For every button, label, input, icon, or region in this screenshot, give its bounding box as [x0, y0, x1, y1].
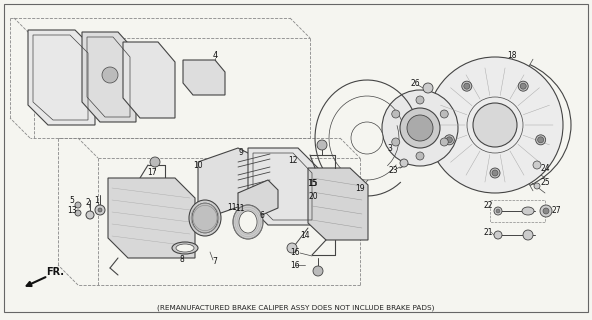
- Text: 24: 24: [540, 164, 550, 172]
- Circle shape: [446, 137, 452, 143]
- Text: 23: 23: [388, 165, 398, 174]
- Text: 25: 25: [540, 178, 550, 187]
- Text: 5: 5: [70, 196, 75, 204]
- Polygon shape: [183, 60, 225, 95]
- Text: 4: 4: [213, 51, 218, 60]
- Circle shape: [75, 202, 81, 208]
- Text: 21: 21: [483, 228, 493, 236]
- Text: 16: 16: [290, 247, 300, 257]
- Circle shape: [494, 231, 502, 239]
- Text: 14: 14: [300, 230, 310, 239]
- Polygon shape: [82, 32, 136, 122]
- FancyBboxPatch shape: [4, 4, 588, 312]
- Circle shape: [464, 83, 470, 89]
- Circle shape: [86, 211, 94, 219]
- Circle shape: [473, 103, 517, 147]
- Polygon shape: [248, 148, 318, 225]
- Circle shape: [538, 137, 543, 143]
- Circle shape: [423, 83, 433, 93]
- Text: 18: 18: [507, 51, 517, 60]
- Circle shape: [496, 209, 500, 213]
- Circle shape: [400, 159, 408, 167]
- Ellipse shape: [192, 203, 218, 233]
- Text: 7: 7: [213, 258, 217, 267]
- Circle shape: [382, 90, 458, 166]
- Circle shape: [416, 96, 424, 104]
- Circle shape: [536, 135, 546, 145]
- Text: 8: 8: [179, 255, 184, 265]
- Text: 10: 10: [193, 161, 203, 170]
- Circle shape: [523, 230, 533, 240]
- Text: 26: 26: [410, 78, 420, 87]
- Ellipse shape: [233, 205, 263, 239]
- Circle shape: [543, 208, 549, 214]
- Text: 9: 9: [239, 148, 243, 156]
- Circle shape: [534, 183, 540, 189]
- Text: 27: 27: [551, 205, 561, 214]
- Text: 11: 11: [235, 204, 244, 212]
- Text: 12: 12: [288, 156, 298, 164]
- Circle shape: [492, 170, 498, 176]
- Circle shape: [317, 140, 327, 150]
- Circle shape: [407, 115, 433, 141]
- Ellipse shape: [522, 207, 534, 215]
- Ellipse shape: [189, 200, 221, 236]
- Circle shape: [392, 110, 400, 118]
- Text: 17: 17: [147, 167, 157, 177]
- Ellipse shape: [239, 211, 257, 233]
- Circle shape: [445, 135, 454, 145]
- Circle shape: [520, 83, 526, 89]
- Circle shape: [75, 210, 81, 216]
- Text: 3: 3: [388, 143, 392, 153]
- Circle shape: [462, 81, 472, 91]
- Circle shape: [518, 81, 528, 91]
- Circle shape: [490, 168, 500, 178]
- Circle shape: [494, 207, 502, 215]
- Text: 2: 2: [86, 197, 91, 206]
- Circle shape: [150, 157, 160, 167]
- Circle shape: [440, 138, 448, 146]
- Polygon shape: [28, 30, 95, 125]
- Circle shape: [95, 205, 105, 215]
- Circle shape: [313, 266, 323, 276]
- Polygon shape: [123, 42, 175, 118]
- Ellipse shape: [172, 242, 198, 254]
- Text: (REMANUFACTURED BRAKE CALIPER ASSY DOES NOT INCLUDE BRAKE PADS): (REMANUFACTURED BRAKE CALIPER ASSY DOES …: [157, 305, 435, 311]
- Circle shape: [400, 108, 440, 148]
- Polygon shape: [108, 178, 195, 258]
- Ellipse shape: [176, 244, 194, 252]
- Text: 22: 22: [483, 201, 493, 210]
- Circle shape: [540, 205, 552, 217]
- Text: 20: 20: [308, 191, 318, 201]
- Text: 16: 16: [290, 260, 300, 269]
- Circle shape: [98, 208, 102, 212]
- Text: 1: 1: [95, 196, 99, 204]
- Circle shape: [351, 122, 383, 154]
- Text: 15: 15: [307, 179, 317, 188]
- Text: 19: 19: [355, 183, 365, 193]
- Text: 13: 13: [67, 205, 77, 214]
- Polygon shape: [238, 180, 278, 221]
- Circle shape: [287, 243, 297, 253]
- Text: FR.: FR.: [46, 267, 64, 277]
- Circle shape: [102, 67, 118, 83]
- Circle shape: [416, 152, 424, 160]
- Text: 11: 11: [227, 203, 237, 212]
- Text: 6: 6: [259, 211, 265, 220]
- Text: 15: 15: [308, 179, 318, 188]
- Circle shape: [533, 161, 541, 169]
- Circle shape: [440, 110, 448, 118]
- Polygon shape: [198, 148, 258, 214]
- Circle shape: [392, 138, 400, 146]
- Circle shape: [427, 57, 563, 193]
- Polygon shape: [308, 168, 368, 240]
